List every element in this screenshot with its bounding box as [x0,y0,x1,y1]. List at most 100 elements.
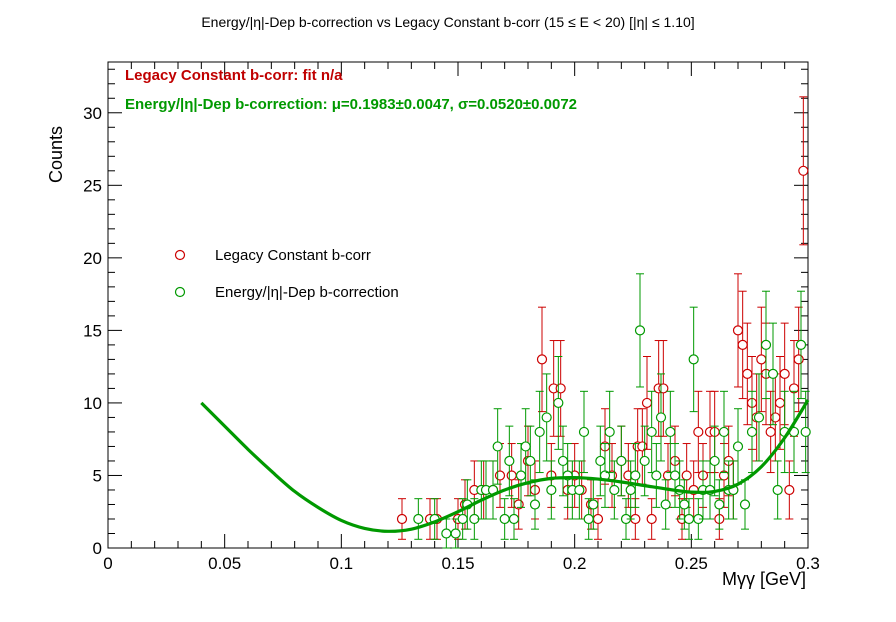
data-point [574,484,585,496]
legend: Legacy Constant b-corr Energy/|η|-Dep b-… [174,247,399,301]
data-point [499,513,510,525]
legend-label-legacy: Legacy Constant b-corr [215,247,371,264]
data-point [795,339,807,350]
chart-title: Energy/|η|-Dep b-correction vs Legacy Co… [201,14,694,30]
data-point [534,426,545,438]
fit-label-energy: Energy/|η|-Dep b-correction: μ=0.1983±0.… [125,96,577,113]
data-point [588,499,599,510]
fit-curve-layer [200,399,810,533]
data-point [770,412,781,423]
data-point [634,325,646,336]
x-tick-label: 0.15 [441,554,474,573]
x-tick-label: 0.3 [796,554,820,573]
data-point [557,455,569,467]
x-tick-label: 0.2 [563,554,587,573]
y-tick-labels: 0 5 10 15 20 25 30 [83,104,102,558]
data-point [779,368,790,380]
data-point [525,455,536,467]
data-point [506,470,517,481]
y-tick-label: 5 [93,466,102,485]
data-point [767,368,779,380]
data-point [709,455,720,467]
legend-marker-legacy [174,249,186,261]
x-tick-label: 0.25 [675,554,708,573]
data-point [772,484,783,496]
data-point [583,513,594,525]
y-tick-label: 0 [93,539,102,558]
data-point [494,470,506,481]
y-tick-label: 10 [83,394,102,413]
data-point [413,513,424,525]
data-point [793,354,804,365]
data-point [520,441,531,452]
data-point [441,528,452,539]
data-point [651,470,662,481]
y-tick-label: 30 [83,104,102,123]
data-point [681,470,692,481]
data-point [646,426,657,438]
data-point [578,426,590,438]
data-point [718,426,730,438]
x-tick-labels: 0 0.05 0.1 0.15 0.2 0.25 0.3 [103,554,820,573]
data-point [765,426,776,438]
data-point [630,470,641,481]
data-point [515,470,527,481]
data-point [739,499,751,510]
data-point [737,339,748,350]
data-point [508,513,520,525]
x-tick-label: 0 [103,554,112,573]
data-point [457,513,468,525]
data-point [450,528,461,539]
data-point [625,484,636,496]
data-point [555,383,566,394]
data-point [732,441,744,452]
legend-label-energy: Energy/|η|-Dep b-correction [215,284,399,301]
data-point [553,397,564,409]
data-point [660,499,671,510]
data-point [646,513,657,525]
y-tick-label: 20 [83,249,102,268]
data-point [492,441,503,452]
data-point [760,339,772,350]
series-1 [413,273,811,549]
data-point [798,165,809,176]
data-point [732,325,744,336]
data-point [714,499,725,510]
data-point [665,426,676,438]
data-point [746,426,758,438]
data-point [641,397,653,409]
data-point [742,368,753,380]
data-point [639,455,650,467]
data-point [536,354,548,365]
data-point [784,484,795,496]
data-point [800,426,811,438]
data-point [546,484,557,496]
series-layer [396,96,811,549]
x-tick-label: 0.1 [330,554,354,573]
data-point [774,397,786,409]
x-tick-label: 0.05 [208,554,241,573]
data-point [396,513,408,525]
data-point [688,354,699,365]
data-point [679,499,690,510]
data-point [504,455,515,467]
fit-curve [200,399,810,533]
data-point [753,412,765,423]
data-point [529,499,541,510]
data-point [756,354,767,365]
data-point [609,484,620,496]
x-axis-title: Mγγ [GeV] [722,569,806,589]
y-tick-label: 15 [83,321,102,340]
data-point [541,412,552,423]
data-point [604,426,615,438]
data-point [683,513,695,525]
data-point [693,426,704,438]
y-axis-title: Counts [46,126,66,183]
legend-marker-energy [174,286,186,298]
y-tick-label: 25 [83,176,102,195]
data-point [655,412,667,423]
data-point [669,470,681,481]
data-point [592,513,604,525]
